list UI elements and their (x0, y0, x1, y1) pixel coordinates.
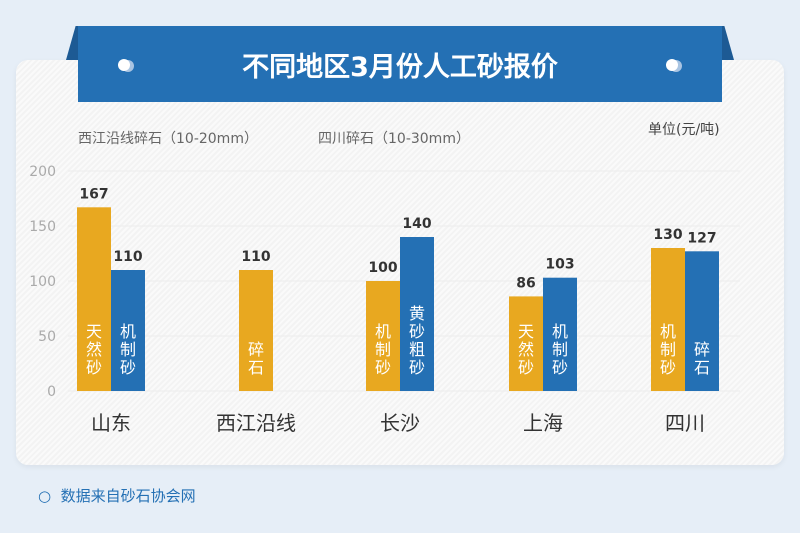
data-label: 110 (241, 249, 270, 265)
bar-orange (366, 281, 400, 391)
x-tick-label: 西江沿线 (216, 411, 296, 435)
x-tick-label: 长沙 (380, 411, 420, 435)
legend-item: 西江沿线碎石（10-20mm） (78, 131, 258, 147)
x-tick-label: 上海 (523, 411, 563, 435)
bar-inner-label: 机制砂 (375, 322, 392, 377)
x-tick-label: 山东 (91, 411, 131, 435)
bar-blue (400, 237, 434, 391)
legend-item: 四川碎石（10-30mm） (318, 131, 470, 147)
bar-blue (543, 277, 577, 391)
source-text: 数据来自砂石协会网 (60, 487, 196, 505)
bar-blue (111, 270, 145, 391)
y-tick-label: 50 (38, 329, 56, 345)
data-label: 130 (653, 227, 682, 243)
bar-inner-label: 天然砂 (518, 322, 535, 377)
footer-source: ○ 数据来自砂石协会网 (38, 485, 196, 506)
data-label: 103 (545, 257, 574, 273)
bar-orange (239, 270, 273, 391)
circle-outline-icon: ○ (38, 487, 52, 505)
bar-inner-label: 天然砂 (86, 322, 103, 377)
bar-inner-label: 碎石 (694, 340, 711, 377)
bar-orange (509, 296, 543, 391)
chart-title: 不同地区3月份人工砂报价 (78, 26, 722, 102)
unit-label: 单位(元/吨) (648, 122, 720, 138)
y-tick-label: 100 (29, 274, 56, 290)
y-tick-label: 150 (29, 219, 56, 235)
bar-inner-label: 机制砂 (552, 322, 569, 377)
bar-inner-label: 机制砂 (660, 322, 677, 377)
bar-blue (685, 251, 719, 391)
data-label: 86 (516, 275, 535, 291)
data-label: 100 (368, 260, 397, 276)
y-tick-label: 0 (47, 384, 56, 400)
bar-inner-label: 机制砂 (120, 322, 137, 377)
data-label: 110 (113, 249, 142, 265)
dot-decoration (118, 59, 130, 71)
data-label: 167 (79, 186, 108, 202)
data-label: 140 (402, 216, 431, 232)
bar-inner-label: 黄砂粗砂 (409, 304, 426, 377)
bar-inner-label: 碎石 (248, 340, 265, 377)
y-tick-label: 200 (29, 164, 56, 180)
x-tick-label: 四川 (665, 411, 705, 435)
bar-orange (77, 207, 111, 391)
dot-decoration (666, 59, 678, 71)
bar-orange (651, 248, 685, 391)
data-label: 127 (687, 230, 716, 246)
